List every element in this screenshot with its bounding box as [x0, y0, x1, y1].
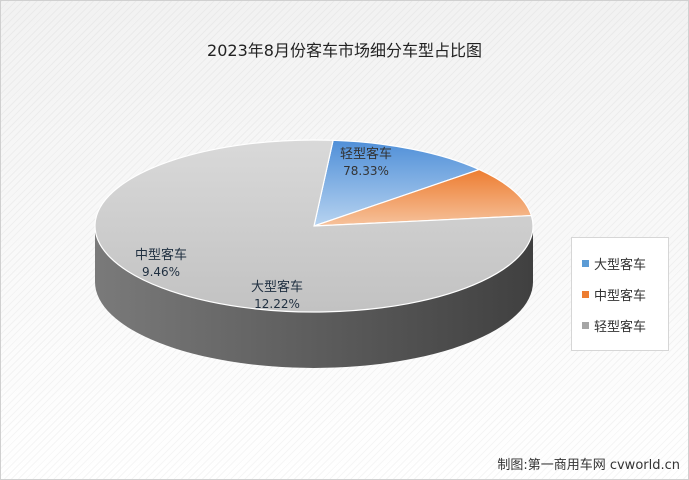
- slice-value-label: 12.22%: [254, 297, 300, 311]
- legend-label: 轻型客车: [594, 319, 647, 335]
- legend-swatch: [582, 259, 589, 267]
- legend: 大型客车 中型客车 轻型客车: [571, 237, 669, 351]
- slice-value-label: 78.33%: [343, 164, 389, 178]
- legend-item: 轻型客车: [582, 316, 647, 335]
- pie-slice-side: [95, 226, 533, 368]
- source-credit: 制图:第一商用车网 cvworld.cn: [497, 458, 680, 473]
- slice-category-label: 轻型客车: [340, 146, 392, 162]
- legend-swatch: [582, 321, 589, 329]
- legend-item: 大型客车: [582, 254, 647, 273]
- legend-label: 大型客车: [594, 257, 647, 273]
- slice-category-label: 中型客车: [135, 247, 187, 263]
- legend-item: 中型客车: [582, 285, 647, 304]
- slice-category-label: 大型客车: [251, 279, 303, 295]
- chart-title: 2023年8月份客车市场细分车型占比图: [207, 41, 482, 60]
- slice-value-label: 9.46%: [142, 265, 180, 279]
- pie-slice: [313, 168, 533, 227]
- legend-swatch: [582, 290, 589, 298]
- pie-slice: [94, 139, 534, 313]
- legend-label: 中型客车: [594, 288, 647, 304]
- pie-slice: [313, 139, 481, 227]
